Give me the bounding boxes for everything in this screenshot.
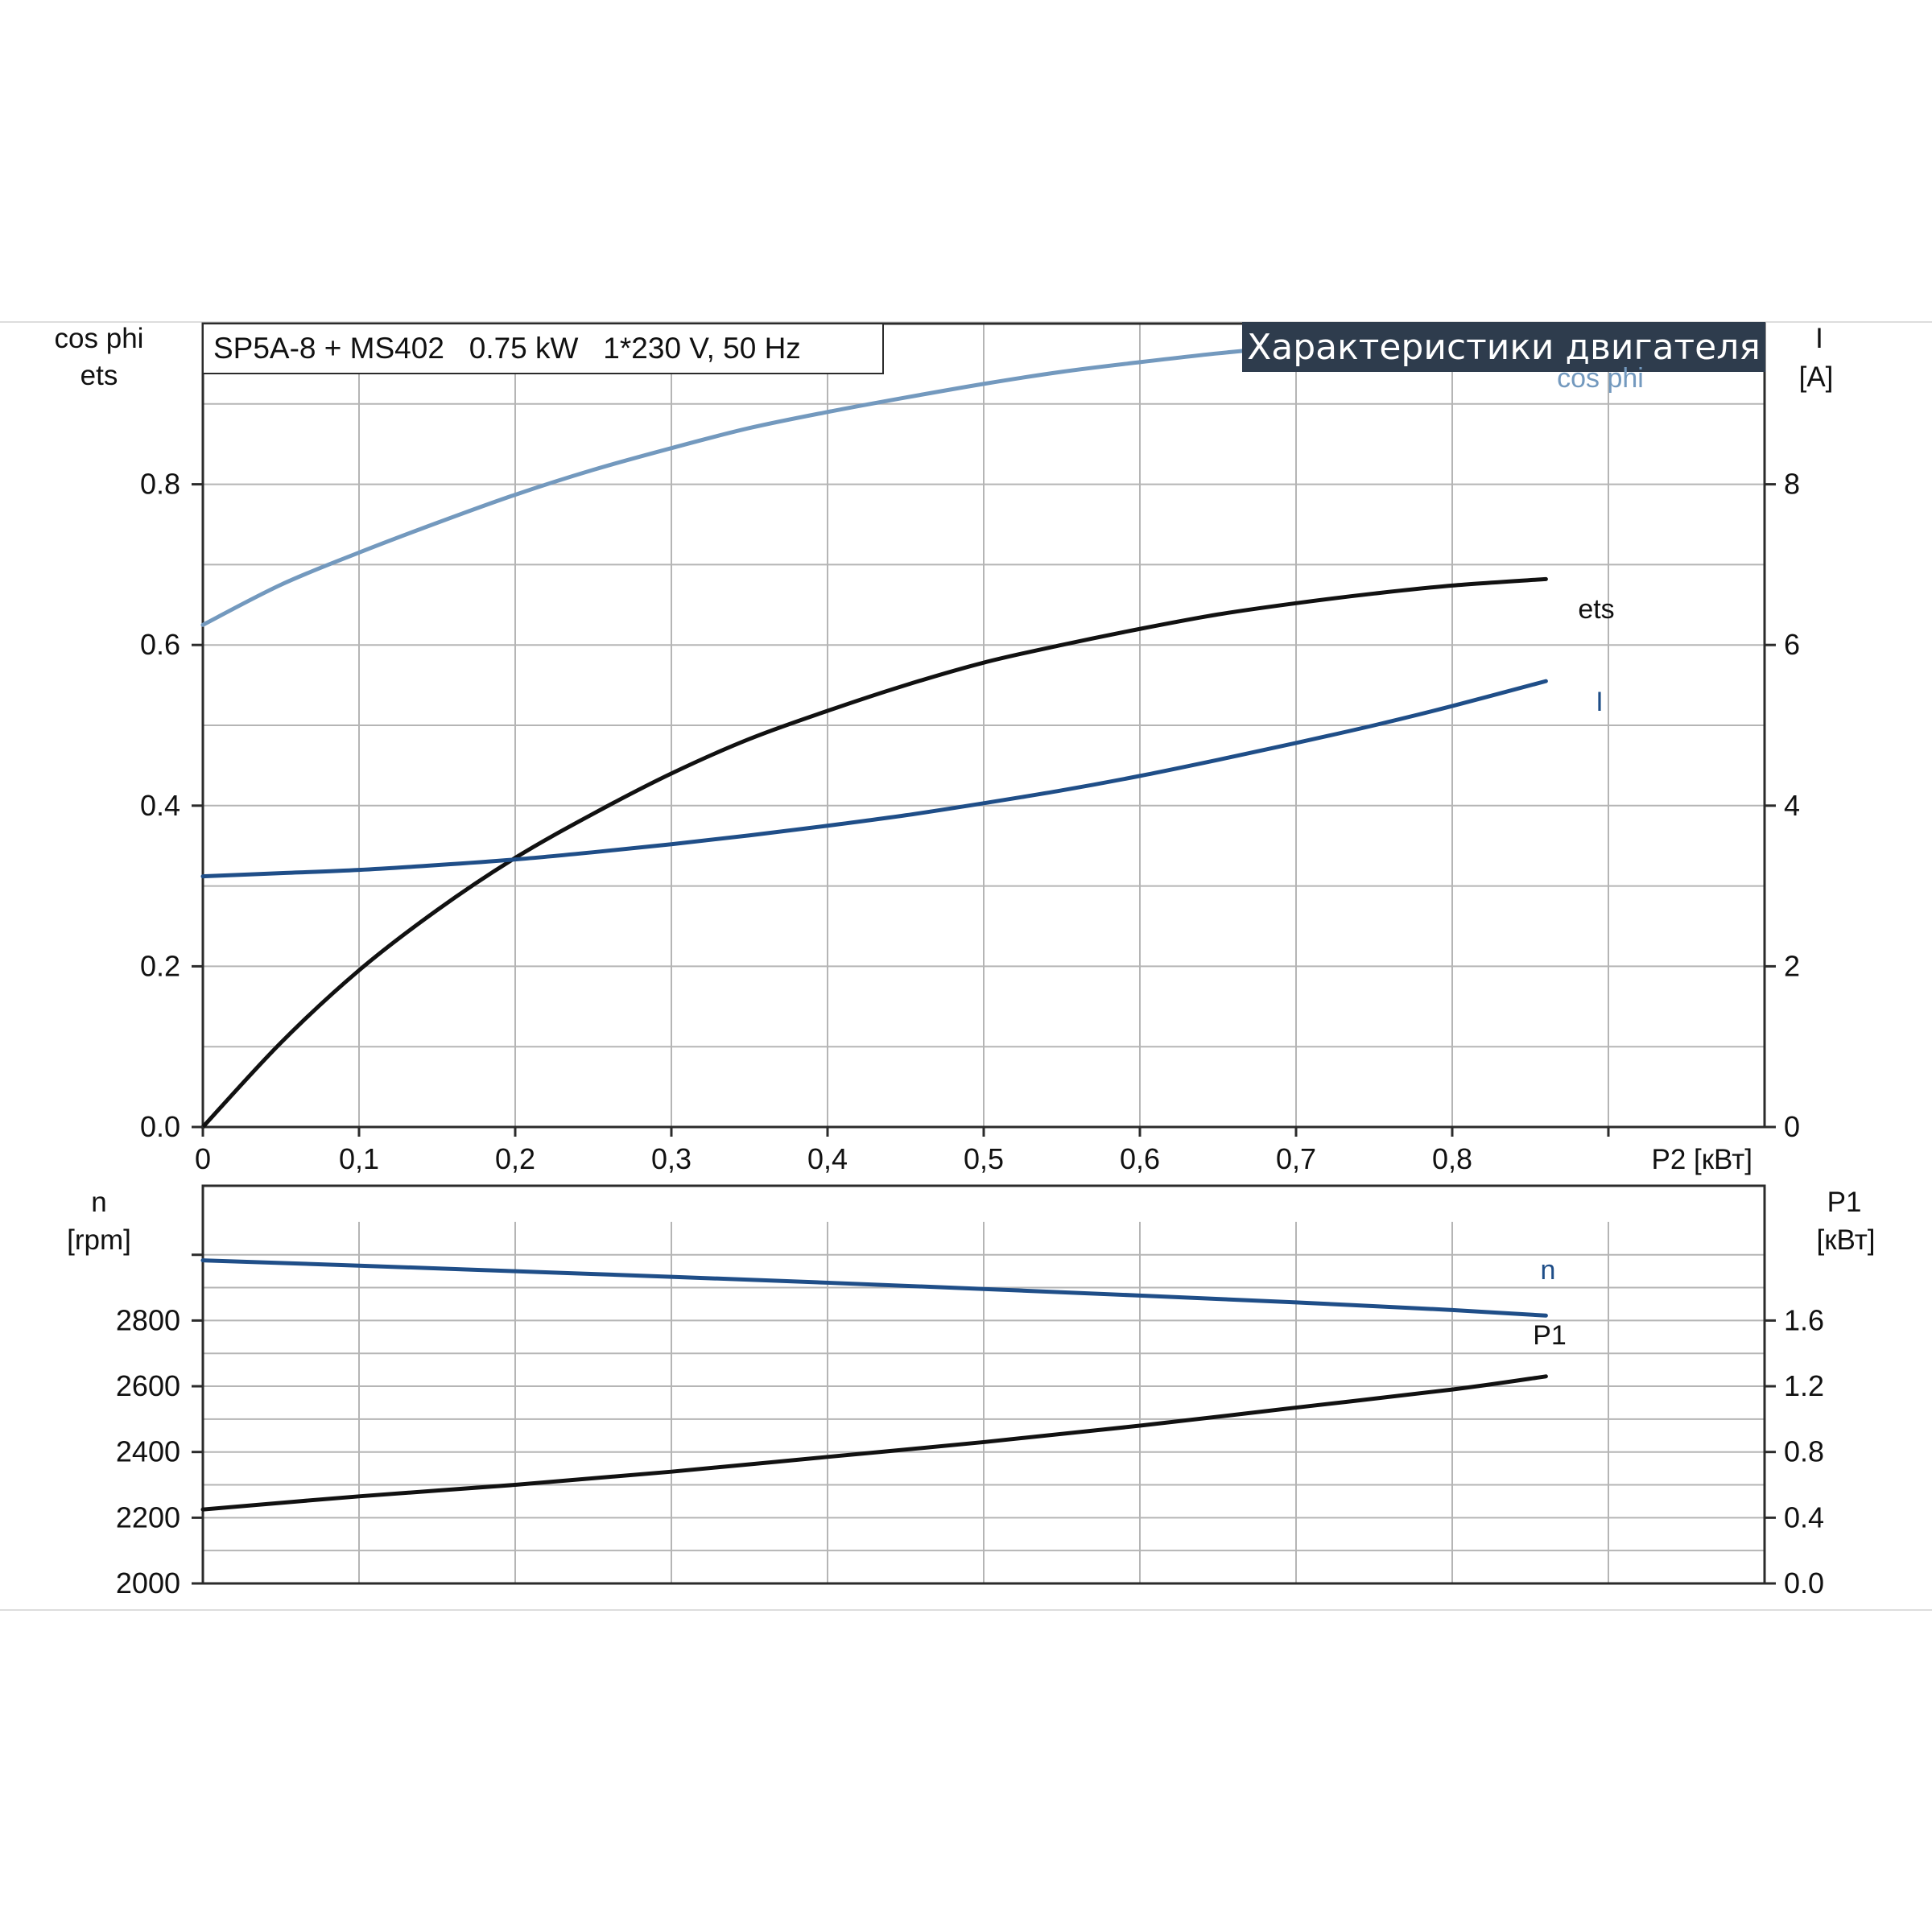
left-tick-label: 0.6: [140, 628, 180, 661]
series-line-p1: [200, 1374, 1548, 1512]
left-tick-label: 2400: [116, 1435, 180, 1468]
x-tick-label: 0,8: [1432, 1142, 1472, 1175]
series-label-current: I: [1596, 687, 1603, 717]
right-tick-label: 1.6: [1784, 1303, 1824, 1336]
right-tick-label: 0.0: [1784, 1567, 1824, 1600]
series-label-p1: P1: [1533, 1320, 1567, 1351]
left-tick-label: 0.0: [140, 1110, 180, 1143]
upper-plot-grid: [203, 324, 1765, 1127]
right-axis-label-current: I: [1815, 323, 1823, 354]
right-tick-label: 8: [1784, 468, 1800, 501]
series-line-n: [200, 1258, 1548, 1318]
x-tick-label: 0,1: [339, 1142, 379, 1175]
right-axis-label-p1: P1: [1827, 1187, 1862, 1218]
series-line-cos-phi: [200, 331, 1548, 627]
left-tick-label: 2000: [116, 1567, 180, 1600]
x-tick-label: 0,3: [651, 1142, 691, 1175]
right-tick-label: 0.4: [1784, 1501, 1824, 1534]
left-tick-label: 0.4: [140, 789, 180, 822]
left-axis-label-rpm: [rpm]: [67, 1224, 131, 1256]
right-tick-label: 6: [1784, 628, 1800, 661]
x-tick-label: 0,6: [1120, 1142, 1160, 1175]
lower-plot-frame: [201, 1184, 1766, 1585]
x-tick-label: 0: [195, 1142, 211, 1175]
right-tick-label: 0: [1784, 1110, 1800, 1143]
series-line-ets: [200, 576, 1548, 1129]
x-tick-label: 0,7: [1276, 1142, 1316, 1175]
chart-title-background: [1242, 322, 1765, 372]
left-tick-label: 2800: [116, 1303, 180, 1336]
left-tick-label: 2600: [116, 1369, 180, 1402]
upper-plot-series: [200, 331, 1548, 1129]
right-tick-label: 0.8: [1784, 1435, 1824, 1468]
x-tick-label: 0,5: [964, 1142, 1004, 1175]
lower-plot-grid: [203, 1221, 1765, 1583]
right-axis-label-amperes: [A]: [1799, 361, 1834, 393]
right-axis-label-kw: [кВт]: [1817, 1224, 1876, 1256]
left-tick-label: 0.2: [140, 949, 180, 982]
x-axis-label: P2 [кВт]: [1651, 1144, 1752, 1175]
left-tick-label: 0.8: [140, 468, 180, 501]
series-label-cos-phi: cos phi: [1557, 363, 1644, 394]
spec-box: [202, 323, 884, 374]
right-tick-label: 2: [1784, 949, 1800, 982]
spec-text: SP5A-8 + MS402 0.75 kW 1*230 V, 50 Hz: [213, 332, 801, 365]
left-tick-label: 2200: [116, 1501, 180, 1534]
x-tick-label: 0,4: [807, 1142, 848, 1175]
series-line-i: [200, 679, 1548, 879]
left-axis-label-cos-phi: cos phi: [55, 323, 144, 354]
lower-plot-series: [200, 1258, 1548, 1512]
chart-title: Характеристики двигателя: [1247, 327, 1761, 368]
left-axis-label-ets: ets: [80, 360, 118, 391]
left-axis-label-n: n: [91, 1187, 106, 1218]
series-label-speed: n: [1541, 1255, 1556, 1286]
right-tick-label: 1.2: [1784, 1369, 1824, 1402]
right-tick-label: 4: [1784, 789, 1800, 822]
x-tick-label: 0,2: [495, 1142, 535, 1175]
lower-plot-ticks: 2000 2200 2400 2600 2800 0.0 0.4 0.8 1.2 1.6: [116, 1253, 1824, 1600]
series-label-ets: ets: [1578, 594, 1614, 625]
upper-plot-ticks: 0.0 0.2 0.4 0.6 0.8 0 2 4 6 8 0 0,1 0,2 0,3 0,4 0,5 0,6 0…: [140, 468, 1800, 1175]
